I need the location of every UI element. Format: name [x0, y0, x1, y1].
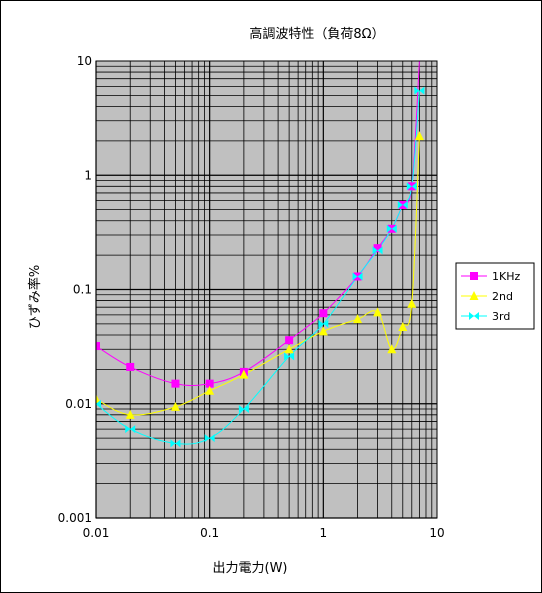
data-point-1KHz	[171, 379, 180, 388]
legend-marker-1KHz	[470, 272, 478, 280]
legend-marker-3rd	[469, 312, 479, 320]
data-point-3rd	[125, 425, 136, 434]
data-point-1KHz	[96, 342, 100, 351]
y-tick-label: 0.01	[65, 397, 92, 411]
legend-label-1KHz: 1KHz	[492, 270, 520, 283]
grid-lines	[95, 61, 437, 519]
data-point-2nd	[125, 409, 135, 419]
data-point-3rd	[386, 224, 397, 233]
data-point-1KHz	[205, 379, 214, 388]
data-point-3rd	[318, 319, 329, 328]
data-point-3rd	[204, 434, 215, 443]
y-tick-labels: 0.001 0.01 0.1 1 10	[58, 54, 92, 525]
plot-border	[95, 60, 438, 519]
series-markers	[96, 86, 425, 448]
legend: 1KHz 2nd 3rd	[455, 262, 535, 330]
legend-marker-2nd	[469, 291, 479, 300]
data-point-2nd	[205, 385, 215, 395]
data-point-3rd	[352, 272, 363, 281]
data-point-3rd	[170, 439, 181, 448]
data-point-3rd	[96, 399, 101, 408]
data-point-3rd	[406, 182, 417, 191]
legend-label-2nd: 2nd	[492, 290, 513, 303]
data-point-2nd	[387, 344, 397, 354]
data-point-3rd	[284, 352, 295, 361]
data-point-3rd	[414, 86, 425, 95]
data-point-2nd	[407, 298, 417, 308]
data-point-2nd	[96, 394, 101, 404]
chart-title: 高調波特性（負荷8Ω）	[249, 26, 384, 42]
data-point-1KHz	[285, 336, 294, 345]
y-tick-label: 0.1	[73, 283, 92, 297]
data-point-2nd	[170, 401, 180, 411]
legend-label-3rd: 3rd	[492, 310, 510, 323]
x-tick-label: 10	[429, 526, 444, 540]
data-point-2nd	[318, 326, 328, 336]
data-point-3rd	[238, 404, 249, 413]
data-point-1KHz	[126, 362, 135, 371]
x-tick-label: 1	[320, 526, 328, 540]
x-tick-label: 0.01	[83, 526, 110, 540]
x-axis-label: 出力電力(W)	[213, 561, 288, 576]
data-point-1KHz	[319, 309, 328, 318]
data-point-2nd	[353, 314, 363, 324]
y-tick-label: 10	[77, 54, 92, 68]
x-tick-labels: 0.01 0.1 1 10	[83, 526, 445, 540]
data-point-2nd	[398, 321, 408, 331]
x-tick-label: 0.1	[200, 526, 219, 540]
y-tick-label: 0.001	[58, 511, 92, 525]
data-point-2nd	[373, 307, 383, 317]
data-point-3rd	[372, 246, 383, 255]
data-point-2nd	[239, 369, 249, 379]
data-point-2nd	[414, 131, 424, 141]
data-point-2nd	[284, 344, 294, 354]
data-point-3rd	[397, 200, 408, 209]
data-point-1KHz	[373, 244, 382, 253]
y-tick-label: 1	[84, 168, 92, 182]
y-axis-label: ひずみ率%	[27, 265, 43, 329]
